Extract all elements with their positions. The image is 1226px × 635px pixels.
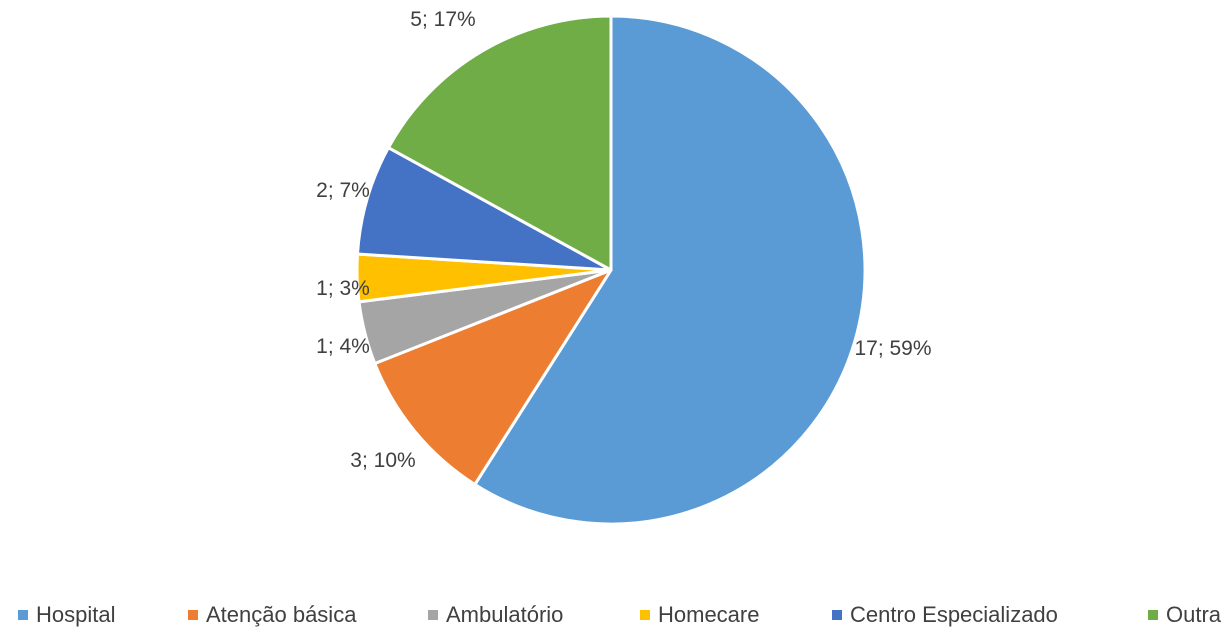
legend-label-hospital: Hospital xyxy=(36,602,116,627)
data-label-ambulatorio: 1; 4% xyxy=(316,335,370,358)
legend-swatch-outra xyxy=(1148,610,1158,620)
pie-slice-atencao-basica xyxy=(373,268,613,486)
pie-slice-outra xyxy=(386,14,613,272)
legend-swatch-hospital xyxy=(18,610,28,620)
legend-item-atencao-basica: Atenção básica xyxy=(188,602,356,628)
legend-swatch-centro-especializado xyxy=(832,610,842,620)
legend-label-centro-especializado: Centro Especializado xyxy=(850,602,1058,627)
data-label-atencao-basica: 3; 10% xyxy=(350,449,415,472)
legend-item-hospital: Hospital xyxy=(18,602,115,628)
data-label-outra: 5; 17% xyxy=(410,8,475,31)
legend-swatch-homecare xyxy=(640,610,650,620)
legend-swatch-atencao-basica xyxy=(188,610,198,620)
legend-label-homecare: Homecare xyxy=(658,602,760,627)
legend-label-ambulatorio: Ambulatório xyxy=(446,602,564,627)
legend-item-centro-especializado: Centro Especializado xyxy=(832,602,1058,628)
legend-label-outra: Outra xyxy=(1166,602,1222,627)
legend-item-homecare: Homecare xyxy=(640,602,759,628)
pie-slice-hospital xyxy=(473,14,867,526)
pie-chart-plot: 17; 59% 3; 10% 1; 4% 1; 3% 2; 7% 5; 17% xyxy=(316,8,932,526)
data-label-homecare: 1; 3% xyxy=(316,277,370,300)
legend-item-ambulatorio: Ambulatório xyxy=(428,602,563,628)
data-label-hospital: 17; 59% xyxy=(854,337,931,360)
legend-label-atencao-basica: Atenção básica xyxy=(206,602,357,627)
legend-item-outra: Outra xyxy=(1148,602,1221,628)
legend-swatch-ambulatorio xyxy=(428,610,438,620)
chart-legend: Hospital Atenção básica Ambulatório Homecar… xyxy=(0,602,1226,635)
data-label-centro-especializado: 2; 7% xyxy=(316,179,370,202)
pie-slice-centro-especializado xyxy=(356,146,613,272)
